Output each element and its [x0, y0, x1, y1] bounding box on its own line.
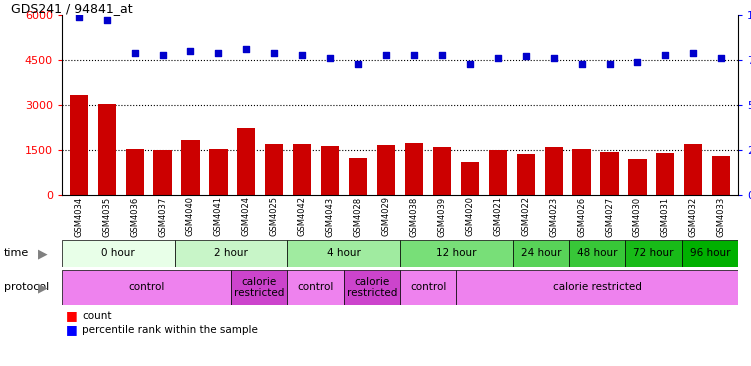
Point: [268, 50, 280, 56]
Bar: [98, 104, 116, 195]
Point: [464, 61, 476, 67]
Bar: [601, 152, 619, 195]
Text: ▶: ▶: [38, 281, 48, 294]
Bar: [62, 270, 231, 305]
Bar: [349, 158, 367, 195]
Bar: [125, 149, 143, 195]
Point: [213, 50, 225, 56]
Bar: [400, 240, 513, 267]
Point: [296, 52, 308, 57]
Point: [352, 61, 364, 67]
Bar: [400, 270, 457, 305]
Bar: [626, 240, 682, 267]
Bar: [513, 240, 569, 267]
Point: [101, 18, 113, 23]
Text: control: control: [297, 283, 333, 292]
Bar: [182, 140, 200, 195]
Point: [492, 55, 504, 61]
Bar: [62, 240, 175, 267]
Point: [240, 46, 252, 52]
Bar: [433, 147, 451, 195]
Bar: [288, 270, 344, 305]
Point: [185, 48, 197, 54]
Point: [380, 52, 392, 57]
Bar: [231, 270, 288, 305]
Point: [687, 50, 699, 56]
Bar: [377, 145, 395, 195]
Bar: [265, 144, 283, 195]
Bar: [344, 270, 400, 305]
Bar: [457, 270, 738, 305]
Point: [520, 53, 532, 59]
Bar: [175, 240, 288, 267]
Point: [73, 14, 85, 20]
Text: 2 hour: 2 hour: [214, 249, 248, 258]
Bar: [293, 144, 312, 195]
Point: [715, 55, 727, 61]
Text: calorie
restricted: calorie restricted: [347, 277, 397, 298]
Text: protocol: protocol: [4, 283, 49, 292]
Point: [156, 52, 168, 57]
Text: time: time: [4, 249, 29, 258]
Point: [575, 61, 587, 67]
Text: calorie
restricted: calorie restricted: [234, 277, 285, 298]
Bar: [153, 150, 172, 195]
Bar: [544, 147, 562, 195]
Text: calorie restricted: calorie restricted: [553, 283, 641, 292]
Text: percentile rank within the sample: percentile rank within the sample: [83, 325, 258, 335]
Point: [547, 55, 559, 61]
Text: 72 hour: 72 hour: [633, 249, 674, 258]
Bar: [517, 154, 535, 195]
Text: 12 hour: 12 hour: [436, 249, 477, 258]
Text: 96 hour: 96 hour: [689, 249, 730, 258]
Bar: [569, 240, 626, 267]
Bar: [321, 146, 339, 195]
Point: [436, 52, 448, 57]
Bar: [656, 153, 674, 195]
Point: [324, 55, 336, 61]
Text: 24 hour: 24 hour: [520, 249, 561, 258]
Bar: [210, 149, 228, 195]
Bar: [572, 149, 590, 195]
Text: ▶: ▶: [38, 247, 48, 260]
Point: [604, 61, 616, 67]
Bar: [712, 156, 730, 195]
Bar: [489, 150, 507, 195]
Point: [632, 59, 644, 65]
Text: control: control: [410, 283, 446, 292]
Bar: [461, 162, 479, 195]
Bar: [405, 143, 423, 195]
Text: control: control: [128, 283, 164, 292]
Point: [659, 52, 671, 57]
Bar: [629, 159, 647, 195]
Text: count: count: [83, 311, 112, 321]
Bar: [684, 144, 702, 195]
Bar: [682, 240, 738, 267]
Bar: [288, 240, 400, 267]
Text: GDS241 / 94841_at: GDS241 / 94841_at: [11, 2, 133, 15]
Bar: [237, 127, 255, 195]
Text: 48 hour: 48 hour: [577, 249, 617, 258]
Text: 4 hour: 4 hour: [327, 249, 360, 258]
Point: [408, 52, 420, 57]
Text: ■: ■: [66, 324, 77, 336]
Text: 0 hour: 0 hour: [101, 249, 135, 258]
Bar: [70, 94, 88, 195]
Point: [128, 50, 140, 56]
Text: ■: ■: [66, 310, 77, 322]
